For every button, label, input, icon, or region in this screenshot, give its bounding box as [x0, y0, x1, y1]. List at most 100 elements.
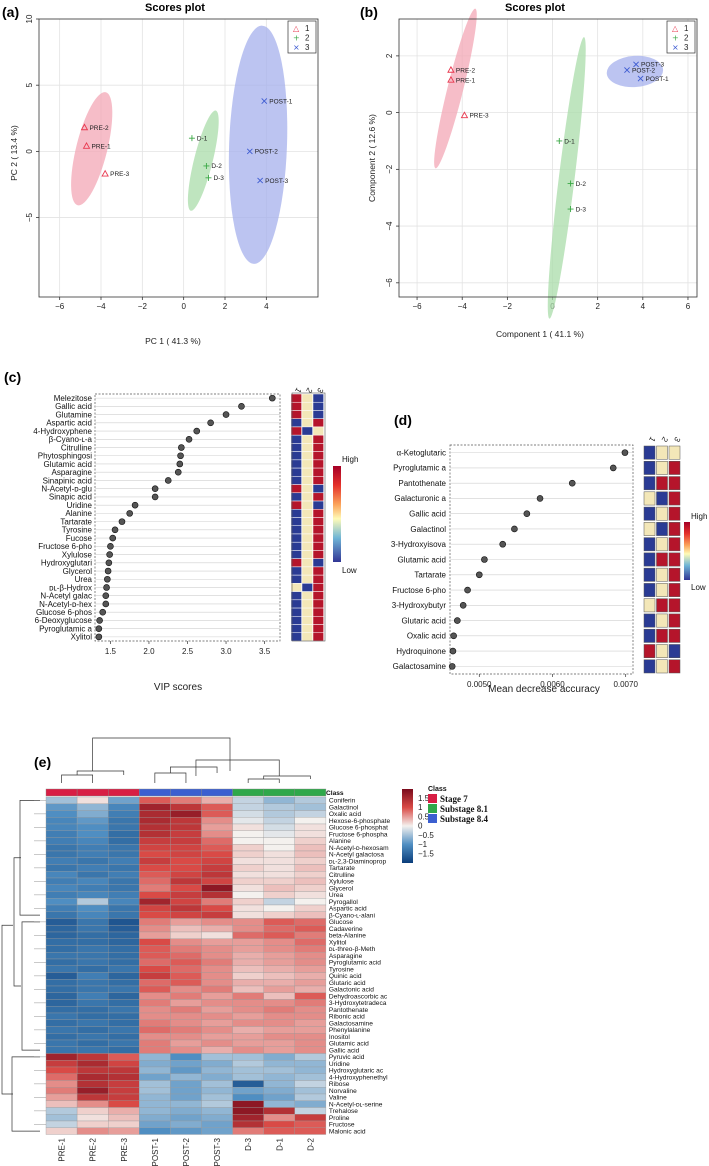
chart-b-legend-marker: ×	[672, 43, 679, 52]
heatmap-row-label: Phenylalanine	[329, 1027, 371, 1034]
chart-d-heat-cell	[656, 476, 668, 491]
heatmap-cell	[139, 1120, 171, 1128]
heatmap-cell	[201, 1120, 233, 1128]
heatmap-cell	[232, 1066, 264, 1074]
heatmap-cell	[76, 837, 109, 845]
chart-d-feature-label: Galactinol	[410, 525, 446, 534]
chart-d-heat-cell	[656, 445, 668, 460]
chart-d-dot	[449, 647, 457, 655]
heatmap-cell	[294, 925, 327, 933]
heatmap-cell	[45, 972, 78, 980]
heatmap-cell	[108, 817, 140, 825]
heatmap-row-label: 4-Hydroxyphenethyl	[329, 1074, 388, 1081]
heatmap-cell	[170, 1019, 202, 1027]
heatmap-cell	[201, 999, 233, 1007]
heatmap-cell	[170, 1127, 202, 1135]
chart-c-heat-cell	[301, 624, 313, 634]
heatmap-row-label: ᴅʟ-threo-β-Meth	[329, 946, 376, 953]
heatmap-cell	[76, 1006, 109, 1014]
heatmap-class-cell	[294, 788, 327, 797]
heatmap-legend-swatch	[428, 814, 437, 823]
heatmap-cell	[170, 837, 202, 845]
heatmap-cell	[76, 891, 109, 899]
heatmap-cell	[139, 1100, 171, 1108]
heatmap-cell	[170, 911, 202, 919]
heatmap-cell	[108, 1087, 140, 1095]
chart-d-heat-cell	[656, 613, 668, 628]
heatmap-row-label: Ribonic acid	[329, 1014, 365, 1021]
heatmap-cell	[170, 810, 202, 818]
heatmap-cell	[263, 810, 295, 818]
heatmap-cell	[232, 985, 264, 993]
heatmap-cell	[201, 817, 233, 825]
heatmap-cell	[139, 911, 171, 919]
heatmap-cell	[263, 965, 295, 973]
heatmap-cell	[139, 1033, 171, 1041]
chart-c-dot	[193, 427, 201, 435]
chart-b-xlabel: Component 1 ( 41.1 %)	[496, 329, 584, 339]
heatmap-cell	[232, 850, 264, 858]
heatmap-cell	[201, 1066, 233, 1074]
heatmap-cell	[108, 1039, 140, 1047]
heatmap-cell	[232, 958, 264, 966]
heatmap-cell	[201, 898, 233, 906]
heatmap-cell	[201, 1100, 233, 1108]
chart-c-feature-label: Aspartic acid	[46, 419, 92, 428]
chart-c-heat-cell	[301, 451, 313, 461]
heatmap-cell	[108, 1114, 140, 1122]
chart-d-heat-cell	[643, 659, 656, 674]
heatmap-cell	[170, 965, 202, 973]
chart-c-heat-cell	[290, 476, 302, 485]
chart-a-point-pre-2	[80, 123, 89, 131]
chart-d-heat-cell	[656, 552, 668, 567]
chart-a-legend-label: 1	[305, 24, 310, 33]
heatmap-cell	[201, 823, 233, 831]
heatmap-cell	[45, 1080, 78, 1088]
chart-a-xtick-label: −4	[96, 302, 106, 311]
heatmap-cell	[170, 898, 202, 906]
heatmap-cell	[139, 931, 171, 939]
chart-d-feature-label: Oxalic acid	[407, 632, 446, 641]
chart-c-feature-label: Alanine	[65, 509, 92, 518]
heatmap-cell	[170, 1033, 202, 1041]
chart-d-heat-cell	[643, 506, 656, 521]
heatmap-cell	[263, 1033, 295, 1041]
heatmap-row-label: Coniferin	[329, 798, 356, 805]
heatmap-cell	[108, 844, 140, 852]
chart-a-frame	[38, 18, 319, 298]
heatmap-row-label: Tartarate	[329, 865, 355, 872]
heatmap-cell	[263, 871, 295, 879]
heatmap-cell	[232, 884, 264, 892]
chart-b-ytick-label: 2	[385, 53, 394, 58]
heatmap-cell	[232, 891, 264, 899]
heatmap-row-label: β-Cyano-ʟ-alani	[329, 912, 376, 919]
heatmap-cell	[45, 1026, 78, 1034]
heatmap-cell	[139, 958, 171, 966]
heatmap-scale-tick: −1.5	[418, 849, 434, 858]
chart-c-heat-cell	[290, 607, 302, 617]
chart-c-heat-cell	[312, 451, 324, 461]
chart-a-legend-marker: △	[293, 24, 300, 33]
chart-c-heat-cell	[290, 558, 302, 568]
heatmap-cell	[263, 1114, 295, 1122]
chart-d-heat-cell	[656, 598, 668, 613]
heatmap-cell	[170, 1093, 202, 1101]
heatmap-cell	[139, 999, 171, 1007]
chart-d-heat-cell	[668, 552, 681, 567]
heatmap-cell	[139, 850, 171, 858]
chart-d-heat-cell	[656, 628, 668, 643]
heatmap-cell	[201, 864, 233, 872]
heatmap-cell	[263, 999, 295, 1007]
heatmap-cell	[108, 1026, 140, 1034]
heatmap-cell	[232, 1127, 264, 1135]
chart-a-legend-marker: ×	[293, 43, 300, 52]
heatmap-class-cell	[76, 788, 109, 797]
heatmap-class-cell	[45, 788, 78, 797]
chart-c-heat-cell	[290, 393, 302, 403]
chart-b-point-label: D-2	[576, 181, 587, 188]
chart-c-heat-cell	[301, 426, 313, 436]
chart-d-dot	[481, 556, 488, 563]
chart-c-dot	[107, 543, 114, 550]
chart-d-colorbar-high: High	[691, 512, 707, 521]
heatmap-cell	[170, 958, 202, 966]
